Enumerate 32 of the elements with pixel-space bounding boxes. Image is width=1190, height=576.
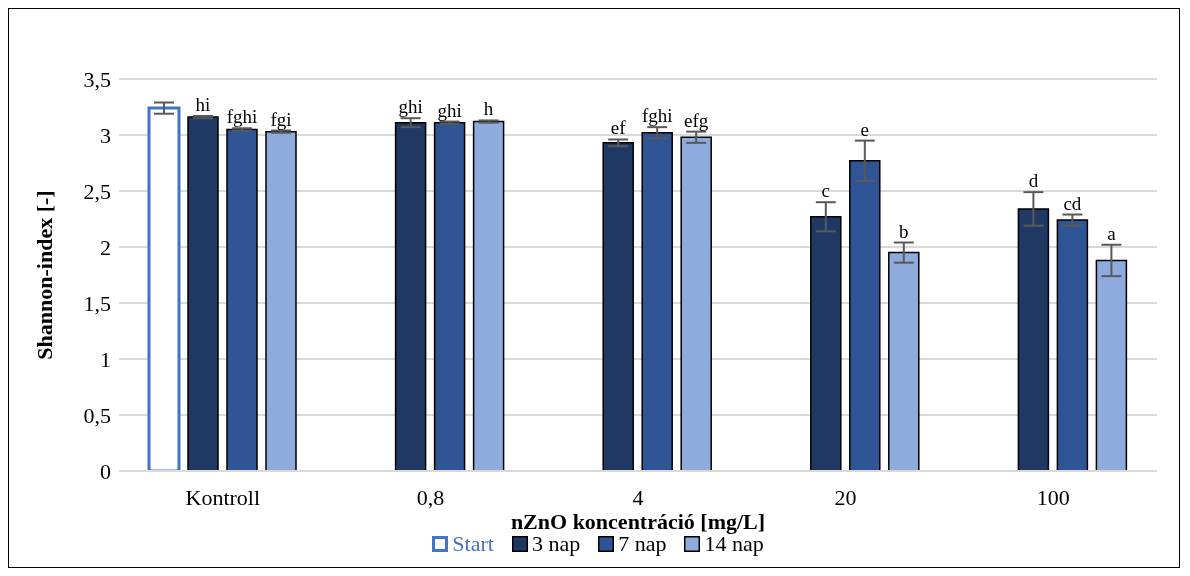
- data-label: e: [860, 118, 870, 140]
- y-tick-label: 0,5: [83, 402, 111, 428]
- data-label: fghi: [226, 106, 258, 128]
- legend-label: Start: [452, 531, 494, 557]
- legend-label: 3 nap: [531, 531, 581, 557]
- y-tick-label: 0: [100, 458, 111, 484]
- data-label: fgi: [270, 108, 292, 130]
- y-tick-label: 3: [100, 122, 111, 148]
- data-label: a: [1107, 222, 1117, 244]
- data-label: h: [483, 98, 494, 120]
- data-label: c: [821, 180, 831, 202]
- data-label: cd: [1063, 192, 1082, 214]
- data-label: efg: [684, 109, 709, 131]
- x-tick-label: 4: [632, 484, 644, 510]
- data-label: hi: [195, 93, 211, 115]
- x-tick-label: 100: [1036, 484, 1070, 510]
- y-tick-label: 1: [100, 346, 111, 372]
- data-label: ef: [610, 117, 627, 139]
- y-tick-label: 3,5: [83, 66, 111, 92]
- y-tick-label: 2,5: [83, 178, 111, 204]
- y-tick-label: 1,5: [83, 290, 111, 316]
- data-label: ghi: [437, 99, 462, 121]
- data-label: fghi: [641, 105, 673, 127]
- data-label: ghi: [398, 96, 423, 118]
- y-tick-label: 2: [100, 234, 111, 260]
- legend-label: 7 nap: [618, 531, 667, 557]
- x-tick-label: Kontroll: [185, 484, 261, 510]
- x-tick-label: 0,8: [416, 484, 445, 510]
- data-label: d: [1028, 170, 1039, 192]
- data-label: b: [899, 220, 909, 242]
- x-tick-label: 20: [834, 484, 857, 510]
- y-axis-title: Shannon-index [-]: [31, 190, 57, 360]
